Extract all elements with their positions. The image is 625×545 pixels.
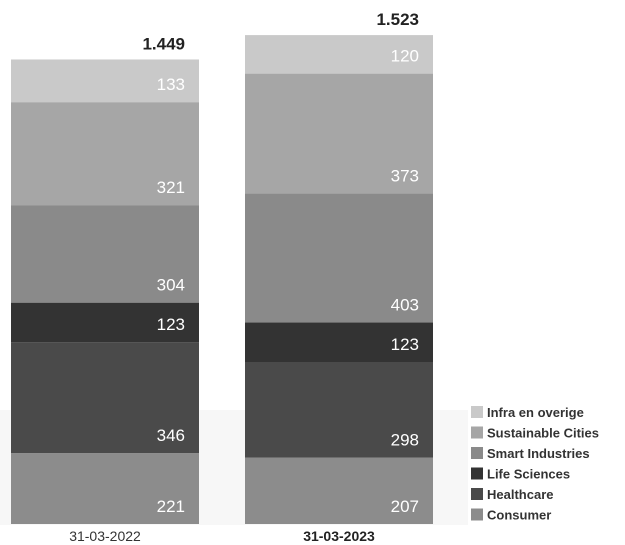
data-label-healthcare-1: 346 <box>157 426 185 445</box>
legend-swatch-healthcare <box>471 488 483 500</box>
data-label-sustainable-cities-2: 373 <box>391 166 419 185</box>
data-label-infra-en-overige-2: 120 <box>391 47 419 66</box>
bar-segment-consumer-2 <box>245 457 433 524</box>
legend-label-consumer: Consumer <box>487 508 551 523</box>
bar-segment-life-sciences-1 <box>11 302 199 343</box>
bar-segment-smart-industries-2 <box>245 193 433 323</box>
category-label-2: 31-03-2023 <box>303 528 375 544</box>
legend-label-infra-en-overige: Infra en overige <box>487 405 584 420</box>
data-label-healthcare-2: 298 <box>391 431 419 450</box>
legend-swatch-life-sciences <box>471 467 483 480</box>
data-label-smart-industries-1: 304 <box>157 276 185 295</box>
legend-label-smart-industries: Smart Industries <box>487 446 590 461</box>
bar-segment-smart-industries-1 <box>11 205 199 303</box>
category-label-1: 31-03-2022 <box>69 528 141 544</box>
legend-label-healthcare: Healthcare <box>487 487 553 502</box>
legend-swatch-sustainable-cities <box>471 426 483 439</box>
bar-segment-healthcare-2 <box>245 361 433 458</box>
data-label-life-sciences-2: 123 <box>391 335 419 354</box>
data-label-consumer-1: 221 <box>157 497 185 516</box>
bar-segment-infra-en-overige-2 <box>245 35 433 74</box>
legend-swatch-consumer <box>471 508 483 521</box>
data-label-sustainable-cities-1: 321 <box>157 178 185 197</box>
legend-label-life-sciences: Life Sciences <box>487 467 570 482</box>
legend-swatch-smart-industries <box>471 447 483 459</box>
bar-segment-sustainable-cities-1 <box>11 102 199 206</box>
total-label-2: 1.523 <box>376 10 419 29</box>
data-label-infra-en-overige-1: 133 <box>157 75 185 94</box>
bar-segment-consumer-1 <box>11 453 199 524</box>
legend-label-sustainable-cities: Sustainable Cities <box>487 426 599 441</box>
legend-swatch-infra-en-overige <box>471 406 483 418</box>
bar-segment-infra-en-overige-1 <box>11 59 199 103</box>
data-label-life-sciences-1: 123 <box>157 315 185 334</box>
bar-segment-life-sciences-2 <box>245 322 433 362</box>
data-label-consumer-2: 207 <box>391 497 419 516</box>
bar-segment-sustainable-cities-2 <box>245 73 433 194</box>
bar-segment-healthcare-1 <box>11 342 199 454</box>
data-label-smart-industries-2: 403 <box>391 296 419 315</box>
total-label-1: 1.449 <box>142 34 185 53</box>
